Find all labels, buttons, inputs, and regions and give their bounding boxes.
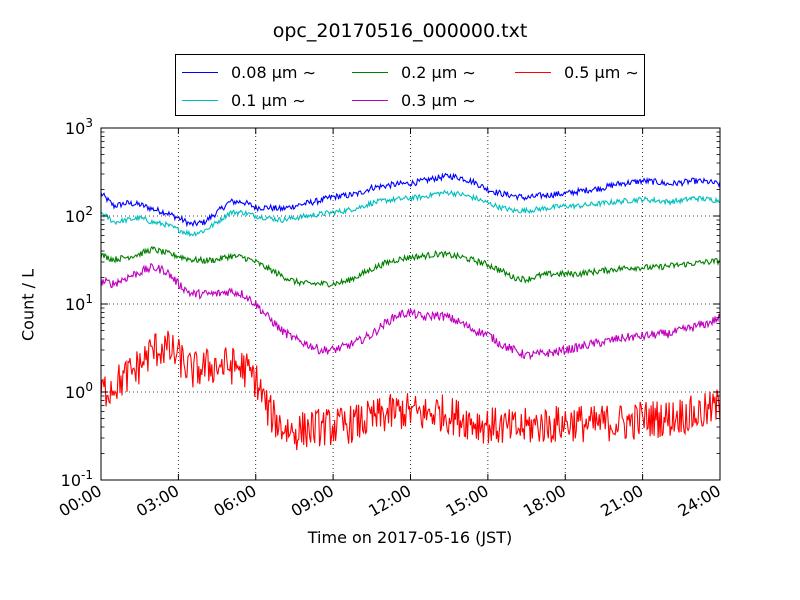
x-tick-label: 21:00	[597, 481, 646, 521]
series-line	[100, 189, 721, 238]
legend-label-1: 0.1 μm ∼	[231, 91, 306, 110]
x-tick-labels: 00:00 03:00 06:00 09:00 12:00 15:00 18:00 21:00…	[56, 481, 724, 521]
series-line	[100, 245, 721, 288]
y-tick-label: 101	[65, 292, 93, 314]
legend: 0.08 μm ∼ 0.1 μm ∼ 0.2 μm ∼ 0.3 μm ∼ 0.5…	[175, 54, 645, 116]
legend-label-3: 0.3 μm ∼	[401, 91, 476, 110]
y-tick-label: 10-1	[61, 468, 93, 490]
x-tick-label: 06:00	[210, 481, 259, 521]
legend-line-4	[515, 72, 551, 73]
x-tick-label: 12:00	[365, 481, 414, 521]
x-tick-label: 09:00	[288, 481, 337, 521]
series-line	[100, 330, 721, 451]
legend-label-0: 0.08 μm ∼	[231, 63, 316, 82]
series-line	[100, 262, 721, 361]
legend-label-4: 0.5 μm ∼	[564, 63, 639, 82]
y-tick-label: 100	[65, 380, 93, 402]
y-axis-label: Count / L	[18, 269, 38, 341]
chart-title: opc_20170516_000000.txt	[272, 20, 528, 42]
plot-lines	[100, 172, 721, 451]
legend-line-1	[182, 100, 218, 101]
x-axis-label: Time on 2017-05-16 (JST)	[307, 528, 513, 547]
y-tick-label: 102	[65, 204, 93, 226]
tick-marks	[100, 127, 721, 481]
legend-line-3	[352, 100, 388, 101]
x-tick-label: 24:00	[675, 481, 724, 521]
x-tick-label: 15:00	[442, 481, 491, 521]
x-tick-label: 03:00	[133, 481, 182, 521]
y-tick-labels: 10-1 100 101 102 103	[61, 116, 93, 490]
legend-line-0	[182, 72, 218, 73]
legend-label-2: 0.2 μm ∼	[401, 63, 476, 82]
x-tick-label: 18:00	[520, 481, 569, 521]
series-line	[100, 172, 721, 228]
y-tick-label: 103	[65, 116, 93, 138]
legend-line-2	[352, 72, 388, 73]
